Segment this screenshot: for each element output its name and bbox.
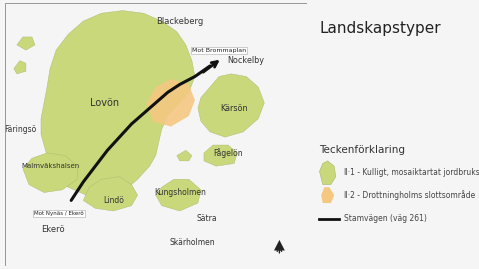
Text: Lindö: Lindö bbox=[103, 196, 124, 205]
Polygon shape bbox=[17, 37, 35, 50]
Text: Mot Nynäs / Ekerö: Mot Nynäs / Ekerö bbox=[34, 211, 84, 216]
Text: Skärholmen: Skärholmen bbox=[169, 238, 215, 247]
Text: Teckenförklaring: Teckenförklaring bbox=[319, 145, 406, 155]
Polygon shape bbox=[147, 79, 195, 127]
Text: Stamvägen (väg 261): Stamvägen (väg 261) bbox=[344, 214, 427, 223]
Text: Sätra: Sätra bbox=[197, 214, 217, 223]
Text: Blackeberg: Blackeberg bbox=[156, 17, 204, 26]
Polygon shape bbox=[177, 150, 192, 161]
Text: Ⅱ·2 - Drottningholms slottsområde: Ⅱ·2 - Drottningholms slottsområde bbox=[344, 190, 475, 200]
Polygon shape bbox=[319, 161, 336, 185]
Polygon shape bbox=[156, 179, 201, 211]
Text: Ekerö: Ekerö bbox=[41, 225, 65, 234]
Text: Landskapstyper: Landskapstyper bbox=[319, 21, 441, 36]
Text: Kärsön: Kärsön bbox=[220, 104, 248, 113]
Text: Kungsholmen: Kungsholmen bbox=[154, 188, 206, 197]
Text: Färingsö: Färingsö bbox=[4, 125, 36, 134]
Polygon shape bbox=[41, 10, 195, 198]
Polygon shape bbox=[198, 74, 264, 137]
Polygon shape bbox=[321, 187, 334, 203]
Text: Mot Brommaplan: Mot Brommaplan bbox=[192, 48, 246, 53]
Text: Malmväkshalsen: Malmväkshalsen bbox=[21, 163, 79, 169]
Text: Lovön: Lovön bbox=[90, 98, 119, 108]
Polygon shape bbox=[14, 61, 26, 74]
Text: Ⅱ·1 - Kulligt, mosaiktartat jordbrukslandskap: Ⅱ·1 - Kulligt, mosaiktartat jordbrukslan… bbox=[344, 168, 479, 177]
Polygon shape bbox=[83, 177, 137, 211]
Text: Nockelby: Nockelby bbox=[228, 56, 265, 65]
Polygon shape bbox=[204, 145, 237, 166]
Text: Fågelön: Fågelön bbox=[213, 148, 243, 158]
Polygon shape bbox=[274, 240, 285, 250]
Polygon shape bbox=[23, 153, 77, 193]
